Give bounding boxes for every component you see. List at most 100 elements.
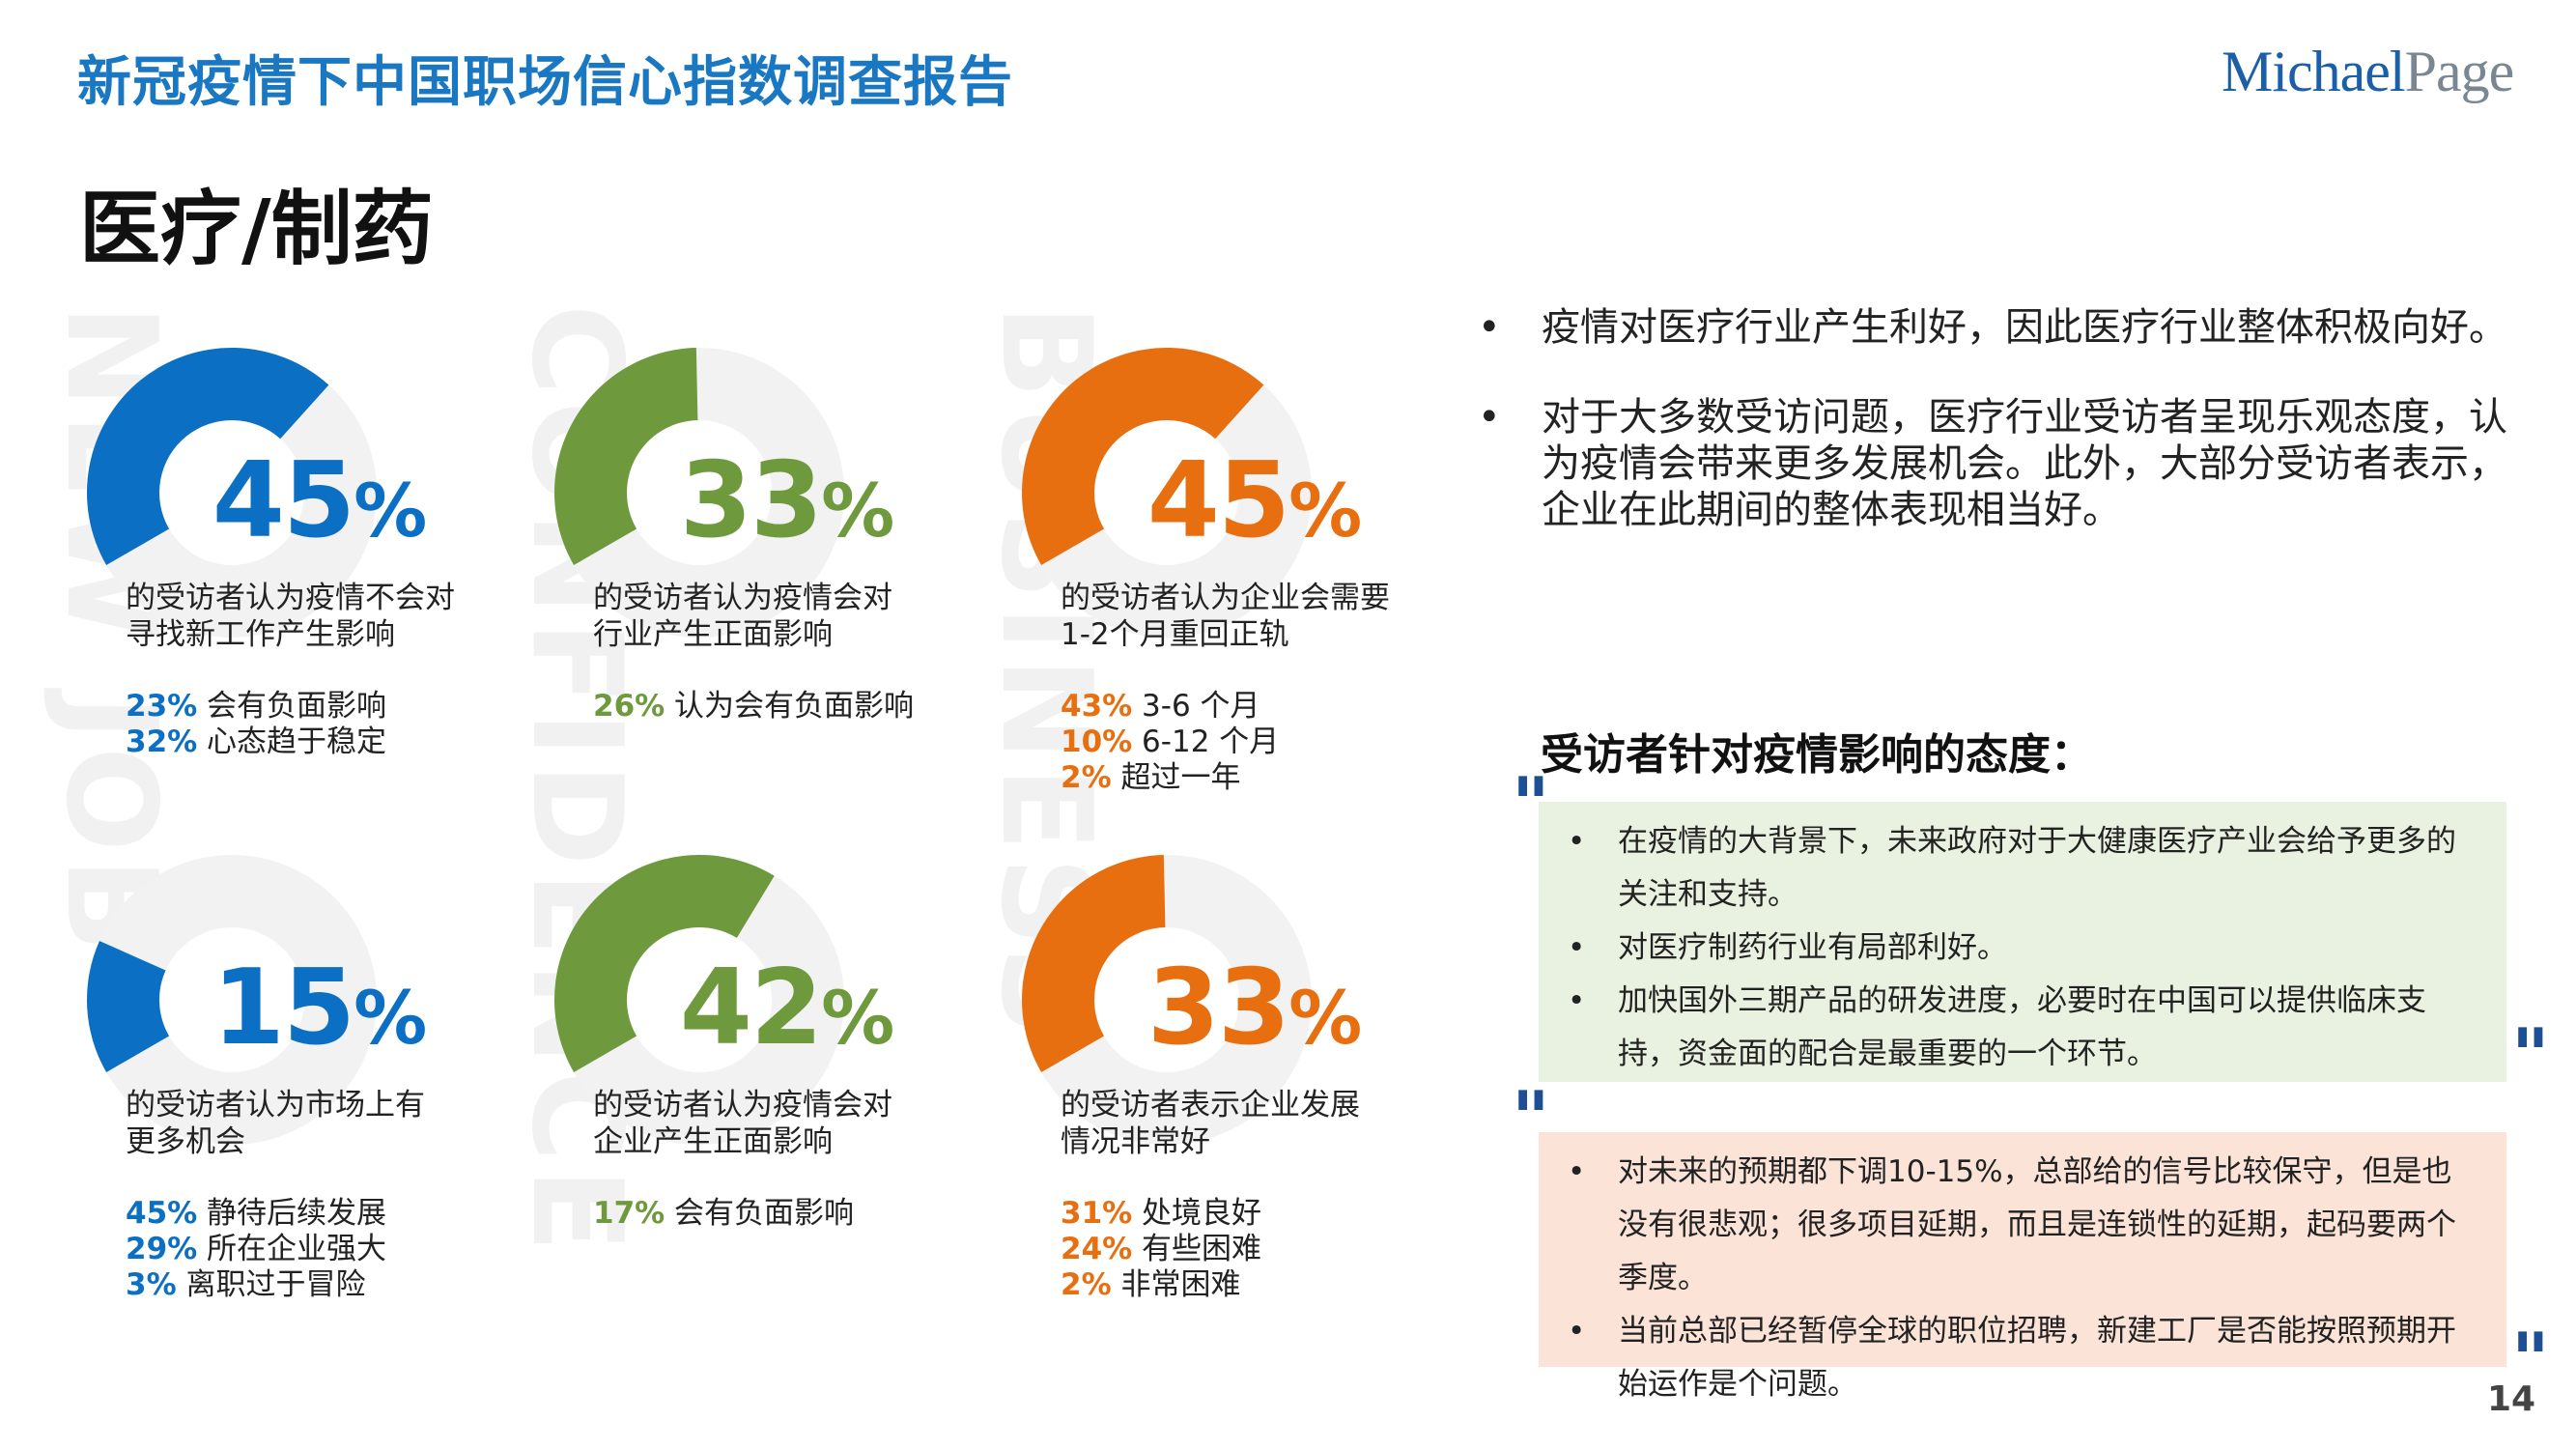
report-title: 新冠疫情下中国职场信心指数调查报告 <box>77 51 1013 114</box>
stat-breakdown-row: 32% 心态趋于稳定 <box>126 724 551 760</box>
breakdown-value: 31% <box>1061 1196 1133 1231</box>
bullet-marker: • <box>1568 983 1586 1018</box>
stat-number: 42 <box>679 948 823 1068</box>
stat-description: 的受访者表示企业发展 情况非常好 <box>1061 1087 1486 1160</box>
breakdown-label: 非常困难 <box>1111 1267 1241 1302</box>
breakdown-value: 43% <box>1061 689 1133 724</box>
breakdown-label: 心态趋于稳定 <box>197 724 387 759</box>
stat-description-line: 情况非常好 <box>1061 1124 1210 1159</box>
stat-breakdown-row: 2% 非常困难 <box>1061 1267 1486 1303</box>
stat-breakdown-row: 26% 认为会有负面影响 <box>593 689 1018 724</box>
breakdown-label: 6-12 个月 <box>1132 724 1280 759</box>
close-quote-icon: " <box>2511 1012 2550 1098</box>
quote-text: 当前总部已经暂停全球的职位招聘，新建工厂是否能按照预期开始运作是个问题。 <box>1618 1314 2456 1402</box>
stat-breakdown-row: 24% 有些困难 <box>1061 1232 1486 1267</box>
breakdown-value: 23% <box>126 689 198 724</box>
stat-description: 的受访者认为疫情会对 企业产生正面影响 <box>593 1087 1018 1160</box>
stat-breakdown-row: 10% 6-12 个月 <box>1061 724 1486 760</box>
breakdown-label: 处境良好 <box>1132 1196 1262 1231</box>
stat-breakdown-row: 2% 超过一年 <box>1061 760 1486 796</box>
stat-breakdown-row: 17% 会有负面影响 <box>593 1196 1018 1232</box>
finding-text: 对于大多数受访问题，医疗行业受访者呈现乐观态度，认为疫情会带来更多发展机会。此外… <box>1542 395 2507 532</box>
breakdown-value: 24% <box>1061 1232 1133 1266</box>
stat-percent-sign: % <box>1288 975 1362 1061</box>
breakdown-value: 17% <box>593 1196 665 1231</box>
stat-breakdown-row: 3% 离职过于冒险 <box>126 1267 551 1303</box>
stat-percent-sign: % <box>821 975 894 1061</box>
breakdown-value: 3% <box>126 1267 177 1302</box>
stat-percent-sign: % <box>821 468 894 554</box>
page-number: 14 <box>2487 1379 2536 1419</box>
negative-quotes-box: • 对未来的预期都下调10-15%，总部给的信号比较保守，但是也没有很悲观；很多项… <box>1539 1132 2506 1402</box>
quote-item: • 对医疗制药行业有局部利好。 <box>1568 922 2468 975</box>
donut-chart <box>554 348 844 638</box>
breakdown-value: 26% <box>593 689 665 724</box>
stat-description: 的受访者认为疫情不会对 寻找新工作产生影响 <box>126 580 551 653</box>
stat-breakdown: 17% 会有负面影响 <box>593 1196 1018 1232</box>
michael-page-logo: MichaelPage <box>2222 39 2515 105</box>
breakdown-label: 认为会有负面影响 <box>665 689 915 724</box>
stat-breakdown-row: 29% 所在企业强大 <box>126 1232 551 1267</box>
stat-breakdown-row: 45% 静待后续发展 <box>126 1196 551 1232</box>
quote-text: 在疫情的大背景下，未来政府对于大健康医疗产业会给予更多的关注和支持。 <box>1618 824 2456 912</box>
donut-arc <box>554 855 775 1072</box>
stat-breakdown: 23% 会有负面影响 32% 心态趋于稳定 <box>126 689 551 760</box>
stat-value: 33% <box>1109 956 1399 1061</box>
stat-number: 33 <box>1146 948 1290 1068</box>
donut-chart <box>1022 347 1312 638</box>
donut-arc <box>554 348 698 565</box>
stat-description-line: 行业产生正面影响 <box>593 617 833 652</box>
donut-chart <box>1022 855 1312 1145</box>
stat-value: 15% <box>174 956 464 1061</box>
quote-item: • 加快国外三期产品的研发进度，必要时在中国可以提供临床支持，资金面的配合是最重要… <box>1568 975 2468 1081</box>
quote-item: • 对未来的预期都下调10-15%，总部给的信号比较保守，但是也没有很悲观；很多项… <box>1568 1146 2468 1305</box>
quote-text: 对未来的预期都下调10-15%，总部给的信号比较保守，但是也没有很悲观；很多项目… <box>1618 1154 2456 1295</box>
stat-breakdown: 31% 处境良好 24% 有些困难 2% 非常困难 <box>1061 1196 1486 1303</box>
breakdown-label: 会有负面影响 <box>197 689 387 724</box>
stat-breakdown-row: 43% 3-6 个月 <box>1061 689 1486 724</box>
stat-value: 45% <box>1109 449 1399 554</box>
stat-description: 的受访者认为疫情会对 行业产生正面影响 <box>593 580 1018 653</box>
stat-value: 42% <box>641 956 931 1061</box>
logo-page: Page <box>2404 40 2515 103</box>
bullet-marker: • <box>1568 824 1586 859</box>
donut-chart <box>86 347 377 638</box>
quote-text: 对医疗制药行业有局部利好。 <box>1618 930 2007 965</box>
stat-breakdown-row: 23% 会有负面影响 <box>126 689 551 724</box>
bullet-marker: • <box>1568 930 1586 965</box>
close-quote-icon: " <box>2511 1317 2550 1403</box>
bullet-marker: • <box>1478 305 1501 350</box>
breakdown-value: 29% <box>126 1232 198 1266</box>
stat-percent-sign: % <box>354 468 427 554</box>
stat-breakdown: 26% 认为会有负面影响 <box>593 689 1018 724</box>
breakdown-label: 3-6 个月 <box>1132 689 1260 724</box>
stat-description-line: 的受访者认为疫情会对 <box>593 1088 892 1122</box>
breakdown-value: 45% <box>126 1196 198 1231</box>
donut-arc <box>1022 855 1166 1072</box>
stat-description-line: 企业产生正面影响 <box>593 1124 833 1159</box>
stat-description-line: 1-2个月重回正轨 <box>1061 617 1289 652</box>
stat-number: 45 <box>212 440 355 561</box>
quote-text: 加快国外三期产品的研发进度，必要时在中国可以提供临床支持，资金面的配合是最重要的… <box>1618 983 2426 1071</box>
key-findings: • 疫情对医疗行业产生利好，因此医疗行业整体积极向好。 • 对于大多数受访问题，医疗… <box>1478 304 2511 577</box>
stat-description: 的受访者认为企业会需要 1-2个月重回正轨 <box>1061 580 1486 653</box>
stat-breakdown: 43% 3-6 个月 10% 6-12 个月 2% 超过一年 <box>1061 689 1486 796</box>
stat-description-line: 的受访者认为企业会需要 <box>1061 581 1390 615</box>
breakdown-label: 离职过于冒险 <box>176 1267 366 1302</box>
stat-number: 33 <box>679 440 823 561</box>
breakdown-label: 所在企业强大 <box>197 1232 387 1266</box>
quotes-title: 受访者针对疫情影响的态度： <box>1541 730 2093 780</box>
stat-number: 45 <box>1146 440 1290 561</box>
bullet-marker: • <box>1568 1154 1586 1189</box>
donut-arc <box>86 347 329 565</box>
stat-description-line: 寻找新工作产生影响 <box>126 617 395 652</box>
stat-value: 33% <box>641 449 931 554</box>
quote-item: • 当前总部已经暂停全球的职位招聘，新建工厂是否能按照预期开始运作是个问题。 <box>1568 1305 2468 1411</box>
stat-number: 15 <box>212 948 355 1068</box>
stat-description: 的受访者认为市场上有 更多机会 <box>126 1087 551 1160</box>
stat-breakdown: 45% 静待后续发展 29% 所在企业强大 3% 离职过于冒险 <box>126 1196 551 1303</box>
donut-chart <box>554 855 844 1145</box>
donut-arc <box>87 940 170 1072</box>
breakdown-label: 会有负面影响 <box>665 1196 855 1231</box>
donut-arc <box>1022 347 1264 565</box>
